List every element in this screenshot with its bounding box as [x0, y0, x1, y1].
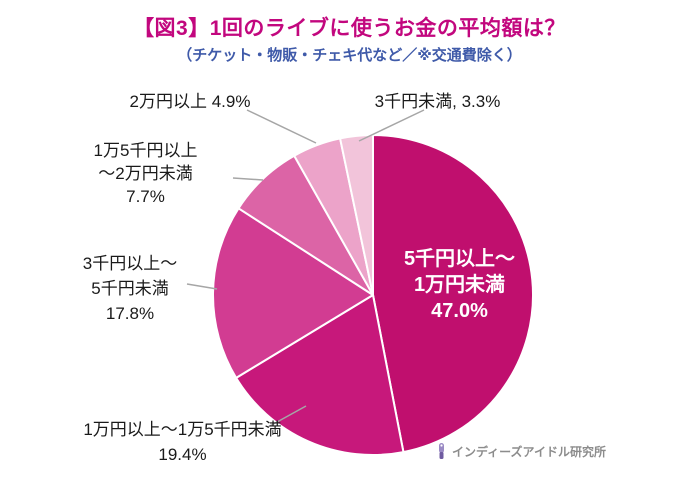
- label-1man-ijou-line1: 1万円以上～1万5千円未満: [83, 420, 282, 439]
- chart-title: 【図3】1回のライブに使うお金の平均額は？: [133, 17, 566, 40]
- label-3sen-ijou-line2: 5千円未満: [91, 279, 169, 298]
- pie-slice-1: [235, 294, 405, 457]
- leader-lines: [186, 109, 425, 428]
- label-5sen-1man-inside: 5千円以上～ 1万円未満 47.0%: [377, 246, 542, 324]
- label-1man-ijou-line2: 19.4%: [158, 445, 207, 464]
- chart-subtitle: （チケット・物販・チェキ代など／※交通費除く）: [177, 47, 522, 64]
- label-5sen-1man-line2: 1万円未満: [413, 274, 506, 296]
- source-credit: インディーズアイドル研究所: [436, 442, 606, 461]
- leader-line-3sen-miman: [358, 109, 425, 142]
- label-3sen-ijou: 3千円以上～ 5千円未満 17.8%: [35, 251, 225, 326]
- label-1man5sen-line1: 1万5千円以上: [93, 141, 198, 160]
- leader-line-3sen-ijou: [186, 283, 218, 290]
- pie-slice-0: [372, 134, 535, 454]
- pie-slices: [212, 134, 535, 457]
- penlight-icon: [436, 442, 447, 461]
- leader-line-1man: [267, 405, 307, 428]
- label-3sen-ijou-line1: 3千円以上～: [82, 254, 178, 273]
- label-1man-ijou: 1万円以上～1万5千円未満 19.4%: [15, 417, 350, 467]
- label-1man5sen-line2: ～2万円未満: [98, 164, 193, 183]
- source-text: インディーズアイドル研究所: [452, 445, 606, 459]
- label-1man5sen-line3: 7.7%: [126, 187, 165, 206]
- leader-line-2man: [246, 109, 317, 144]
- label-1man5sen: 1万5千円以上 ～2万円未満 7.7%: [48, 139, 243, 208]
- label-2man-ijou: 2万円以上 4.9%: [129, 92, 251, 111]
- label-5sen-1man-line1: 5千円以上～: [403, 248, 516, 270]
- label-3sen-ijou-line3: 17.8%: [105, 304, 155, 323]
- label-5sen-1man-line3: 47.0%: [431, 300, 488, 322]
- pie-slice-2: [212, 207, 374, 379]
- leader-line-1man5sen: [232, 177, 264, 181]
- label-3sen-miman: 3千円未満, 3.3%: [374, 92, 501, 111]
